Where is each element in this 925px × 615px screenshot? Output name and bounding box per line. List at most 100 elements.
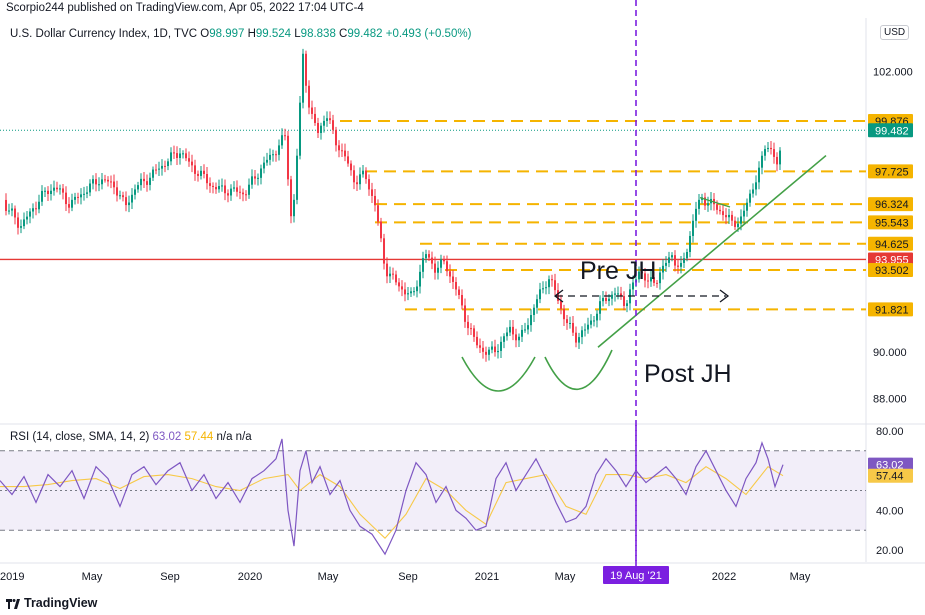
price-label-text-7: 91.821 [875, 304, 909, 316]
trend-line [597, 154, 827, 348]
candle-body [407, 293, 409, 295]
candle-body [761, 155, 763, 168]
candle-body [332, 120, 334, 130]
candle-body [479, 345, 481, 348]
candle-body [5, 199, 7, 211]
candle-body [158, 168, 160, 170]
candle-body [245, 194, 247, 196]
candle-body [71, 199, 73, 208]
candle-body [140, 178, 142, 186]
candle-body [527, 325, 529, 330]
candle-body [353, 170, 355, 183]
candle-body [569, 322, 571, 324]
candle-body [281, 135, 283, 146]
rsi-axis-tick-3: 20.00 [876, 545, 904, 557]
candle-body [632, 282, 634, 290]
double-bottom-arc-1 [461, 356, 536, 392]
candle-body [608, 298, 610, 302]
candle-body [266, 159, 268, 163]
candle-body [338, 145, 340, 151]
candle-body [290, 179, 292, 217]
rsi-value-text: 63.02 [876, 460, 904, 472]
candle-body [695, 208, 697, 221]
candle-body [272, 154, 274, 156]
price-label-box-6 [868, 263, 913, 278]
candle-body [476, 336, 478, 346]
candle-body [746, 202, 748, 211]
price-label-box-7 [868, 302, 913, 317]
candle-body [518, 336, 520, 341]
candle-body [707, 203, 709, 206]
chart-legend: U.S. Dollar Currency Index, 1D, TVC O98.… [10, 28, 472, 40]
candle-body [524, 329, 526, 331]
candle-body [176, 153, 178, 158]
candle-body [755, 182, 757, 190]
candle-body [98, 184, 100, 186]
candle-body [230, 188, 232, 196]
price-axis-tick-2: 102.000 [873, 66, 913, 78]
candle-body [446, 261, 448, 272]
candle-body [425, 254, 427, 259]
candle-body [149, 177, 151, 185]
candle-body [599, 301, 601, 314]
candle-body [749, 193, 751, 203]
candle-body [392, 273, 394, 275]
candle-body [311, 107, 313, 114]
candle-body [497, 350, 499, 353]
candle-body [74, 196, 76, 200]
flag-line [699, 197, 731, 208]
price-label-box-2 [868, 197, 913, 212]
candle-body [566, 319, 568, 324]
candle-body [689, 235, 691, 253]
candle-body [314, 113, 316, 123]
candle-body [293, 199, 295, 217]
candle-body [623, 296, 625, 306]
candle-body [11, 208, 13, 211]
candle-body [86, 192, 88, 194]
tradingview-logo[interactable]: TradingView [6, 596, 97, 610]
candle-body [680, 262, 682, 267]
candle-body [374, 195, 376, 206]
candle-body [725, 215, 727, 218]
legend-title: U.S. Dollar Currency Index, 1D, TVC [10, 28, 200, 40]
candle-body [593, 320, 595, 322]
candle-body [239, 191, 241, 193]
candle-body [665, 262, 667, 266]
candle-body [287, 135, 289, 180]
candle-body [116, 187, 118, 196]
candle-body [380, 221, 382, 239]
candle-body [134, 189, 136, 195]
candle-body [257, 177, 259, 179]
price-label-text-1: 97.725 [875, 166, 909, 178]
candle-body [773, 149, 775, 157]
price-label-box-3 [868, 215, 913, 230]
candle-body [617, 293, 619, 295]
currency-badge[interactable]: USD [880, 25, 910, 40]
candle-body [386, 263, 388, 277]
price-label-text-6: 93.502 [875, 265, 909, 277]
candle-body [89, 183, 91, 193]
candle-body [359, 174, 361, 185]
candle-body [368, 179, 370, 190]
candle-body [107, 179, 109, 182]
current-price-box [868, 123, 913, 138]
candle-body [536, 299, 538, 308]
rsi-legend-sma-value: 57.44 [185, 431, 217, 443]
candle-body [92, 179, 94, 184]
candle-body [422, 258, 424, 272]
candle-body [317, 122, 319, 134]
candle-body [416, 286, 418, 292]
candle-body [770, 147, 772, 150]
candle-body [647, 280, 649, 282]
candle-body [248, 184, 250, 195]
candle-body [395, 274, 397, 283]
candle-body [410, 291, 412, 294]
candle-body [110, 181, 112, 183]
candle-body [14, 208, 16, 218]
candle-body [209, 183, 211, 186]
candle-body [269, 154, 271, 160]
candle-body [737, 223, 739, 227]
candle-body [236, 187, 238, 192]
candle-body [299, 102, 301, 156]
candle-body [716, 204, 718, 210]
